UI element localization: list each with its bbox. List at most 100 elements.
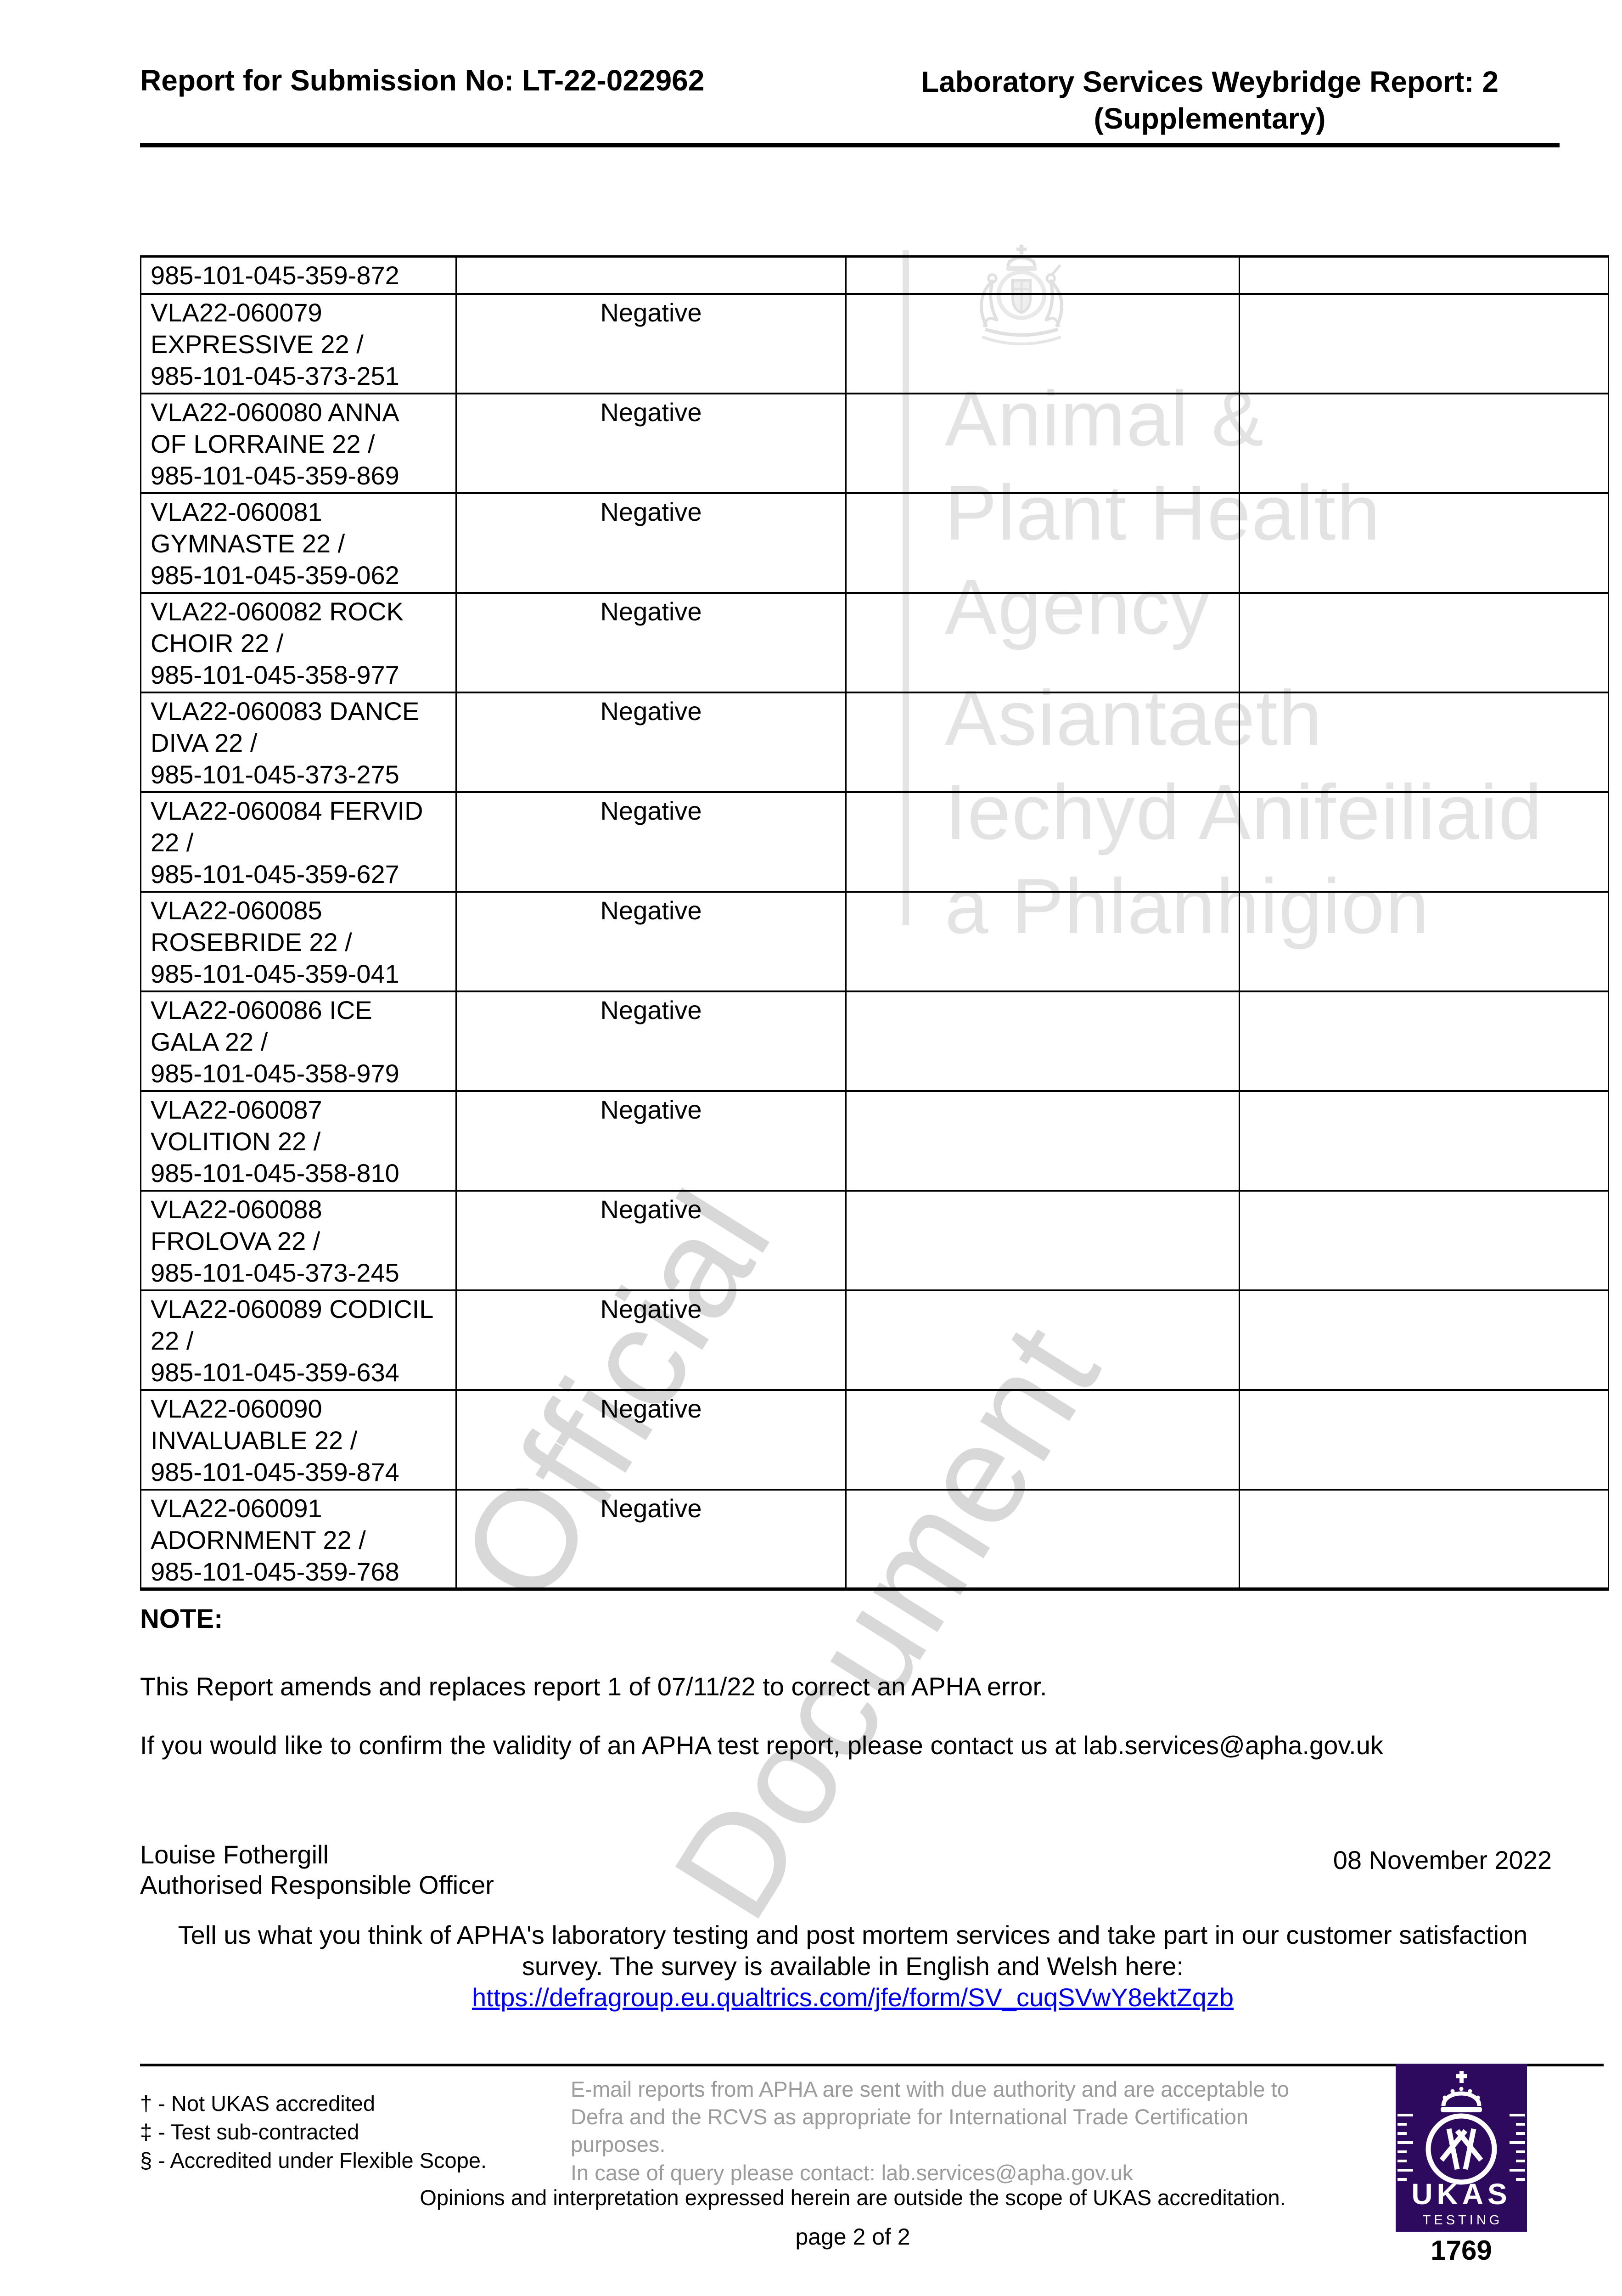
ukas-schema-label: TESTING [1423, 2213, 1503, 2228]
table-row: VLA22-060084 FERVID 22 /985-101-045-359-6… [140, 791, 1609, 893]
sample-id-cell: VLA22-060081 GYMNASTE 22 /985-101-045-359… [140, 492, 457, 594]
empty-cell [1239, 990, 1609, 1092]
table-row: VLA22-060086 ICE GALA 22 /985-101-045-358… [140, 990, 1609, 1092]
table-row: VLA22-060080 ANNA OF LORRAINE 22 /985-101… [140, 392, 1609, 494]
empty-cell [1239, 492, 1609, 594]
empty-cell [1239, 1389, 1609, 1491]
table-row: VLA22-060089 CODICIL 22 /985-101-045-359-… [140, 1289, 1609, 1391]
table-row: VLA22-060091 ADORNMENT 22 /985-101-045-35… [140, 1488, 1609, 1590]
sample-id-cell: VLA22-060083 DANCE DIVA 22 /985-101-045-3… [140, 691, 457, 793]
result-cell [455, 255, 847, 295]
footnote-dagger: † - Not UKAS accredited [140, 2091, 375, 2116]
empty-cell [845, 591, 1240, 693]
empty-cell [845, 1189, 1240, 1291]
empty-cell [845, 293, 1240, 394]
table-row: VLA22-060079 EXPRESSIVE 22 /985-101-045-3… [140, 293, 1609, 394]
footer-rule [140, 2064, 1604, 2066]
table-row: VLA22-060085 ROSEBRIDE 22 /985-101-045-35… [140, 890, 1609, 992]
sample-id-cell: VLA22-060086 ICE GALA 22 /985-101-045-358… [140, 990, 457, 1092]
report-date: 08 November 2022 [1333, 1846, 1552, 1874]
ukas-testing-logo: UKAS TESTING [1396, 2064, 1527, 2232]
empty-cell [845, 890, 1240, 992]
sample-id-cell: VLA22-060080 ANNA OF LORRAINE 22 /985-101… [140, 392, 457, 494]
sample-id-cell: VLA22-060087 VOLITION 22 /985-101-045-358… [140, 1090, 457, 1192]
sample-id-cell: VLA22-060089 CODICIL 22 /985-101-045-359-… [140, 1289, 457, 1391]
empty-cell [1239, 1090, 1609, 1192]
validity-paragraph: If you would like to confirm the validit… [140, 1731, 1383, 1760]
empty-cell [1239, 255, 1609, 295]
empty-cell [845, 791, 1240, 893]
accreditation-footnotes: † - Not UKAS accredited ‡ - Test sub-con… [140, 2089, 487, 2175]
result-cell: Negative [455, 1289, 847, 1391]
result-cell: Negative [455, 1189, 847, 1291]
sample-id-cell: VLA22-060085 ROSEBRIDE 22 /985-101-045-35… [140, 890, 457, 992]
result-cell: Negative [455, 492, 847, 594]
empty-cell [1239, 1289, 1609, 1391]
ukas-acronym: UKAS [1411, 2178, 1511, 2211]
report-title: Laboratory Services Weybridge Report: 2 … [863, 63, 1556, 137]
opinions-disclaimer: Opinions and interpretation expressed he… [420, 2185, 1286, 2210]
empty-cell [845, 691, 1240, 793]
sample-id-cell: VLA22-060082 ROCK CHOIR 22 /985-101-045-3… [140, 591, 457, 693]
report-title-line1: Laboratory Services Weybridge Report: 2 [921, 65, 1499, 98]
empty-cell [845, 1488, 1240, 1590]
empty-cell [1239, 392, 1609, 494]
table-row: VLA22-060082 ROCK CHOIR 22 /985-101-045-3… [140, 591, 1609, 693]
empty-cell [1239, 591, 1609, 693]
email-authority-notice: E-mail reports from APHA are sent with d… [571, 2076, 1351, 2187]
table-row: VLA22-060081 GYMNASTE 22 /985-101-045-359… [140, 492, 1609, 594]
empty-cell [845, 392, 1240, 494]
table-row: VLA22-060087 VOLITION 22 /985-101-045-358… [140, 1090, 1609, 1192]
signatory-role: Authorised Responsible Officer [140, 1870, 494, 1899]
result-cell: Negative [455, 1488, 847, 1590]
amendment-paragraph: This Report amends and replaces report 1… [140, 1672, 1047, 1701]
survey-line2: survey. The survey is available in Engli… [522, 1952, 1184, 1981]
sample-id-cell: VLA22-060091 ADORNMENT 22 /985-101-045-35… [140, 1488, 457, 1590]
empty-cell [1239, 791, 1609, 893]
page-number: page 2 of 2 [795, 2224, 910, 2250]
submission-number-title: Report for Submission No: LT-22-022962 [140, 64, 705, 97]
result-cell: Negative [455, 1389, 847, 1491]
footnote-double-dagger: ‡ - Test sub-contracted [140, 2120, 359, 2144]
empty-cell [845, 492, 1240, 594]
empty-cell [845, 990, 1240, 1092]
table-row: VLA22-060083 DANCE DIVA 22 /985-101-045-3… [140, 691, 1609, 793]
result-cell: Negative [455, 791, 847, 893]
table-row: VLA22-060090 INVALUABLE 22 /985-101-045-3… [140, 1389, 1609, 1491]
result-cell: Negative [455, 990, 847, 1092]
result-cell: Negative [455, 293, 847, 394]
email-notice-text: E-mail reports from APHA are sent with d… [571, 2077, 1289, 2156]
survey-invitation: Tell us what you think of APHA's laborat… [140, 1919, 1566, 2013]
results-table-wrapper: 985-101-045-359-872 VLA22-060079 EXPRESSIV… [140, 255, 1609, 1591]
ukas-accreditation-number: 1769 [1431, 2235, 1492, 2266]
result-cell: Negative [455, 591, 847, 693]
empty-cell [845, 1090, 1240, 1192]
result-cell: Negative [455, 1090, 847, 1192]
result-cell: Negative [455, 691, 847, 793]
result-cell: Negative [455, 890, 847, 992]
sample-id-cell: VLA22-060084 FERVID 22 /985-101-045-359-6… [140, 791, 457, 893]
sample-id-cell: 985-101-045-359-872 [140, 255, 457, 295]
signatory-name: Louise Fothergill [140, 1840, 329, 1869]
empty-cell [845, 1389, 1240, 1491]
empty-cell [1239, 293, 1609, 394]
report-title-line2: (Supplementary) [1094, 102, 1326, 135]
empty-cell [1239, 890, 1609, 992]
survey-line1: Tell us what you think of APHA's laborat… [178, 1920, 1528, 1949]
empty-cell [1239, 1189, 1609, 1291]
empty-cell [845, 1289, 1240, 1391]
sample-id-cell: VLA22-060088 FROLOVA 22 /985-101-045-373-… [140, 1189, 457, 1291]
empty-cell [1239, 691, 1609, 793]
results-table: 985-101-045-359-872 VLA22-060079 EXPRESSIV… [140, 255, 1609, 1591]
result-cell: Negative [455, 392, 847, 494]
survey-link[interactable]: https://defragroup.eu.qualtrics.com/jfe/… [471, 1983, 1234, 2012]
footnote-section: § - Accredited under Flexible Scope. [140, 2148, 487, 2172]
empty-cell [845, 255, 1240, 295]
results-table-body: 985-101-045-359-872 VLA22-060079 EXPRESSIV… [140, 255, 1609, 1590]
sample-id-cell: VLA22-060079 EXPRESSIVE 22 /985-101-045-3… [140, 293, 457, 394]
table-row: 985-101-045-359-872 [140, 255, 1609, 295]
empty-cell [1239, 1488, 1609, 1590]
header-rule [140, 143, 1560, 147]
sample-id-cell: VLA22-060090 INVALUABLE 22 /985-101-045-3… [140, 1389, 457, 1491]
